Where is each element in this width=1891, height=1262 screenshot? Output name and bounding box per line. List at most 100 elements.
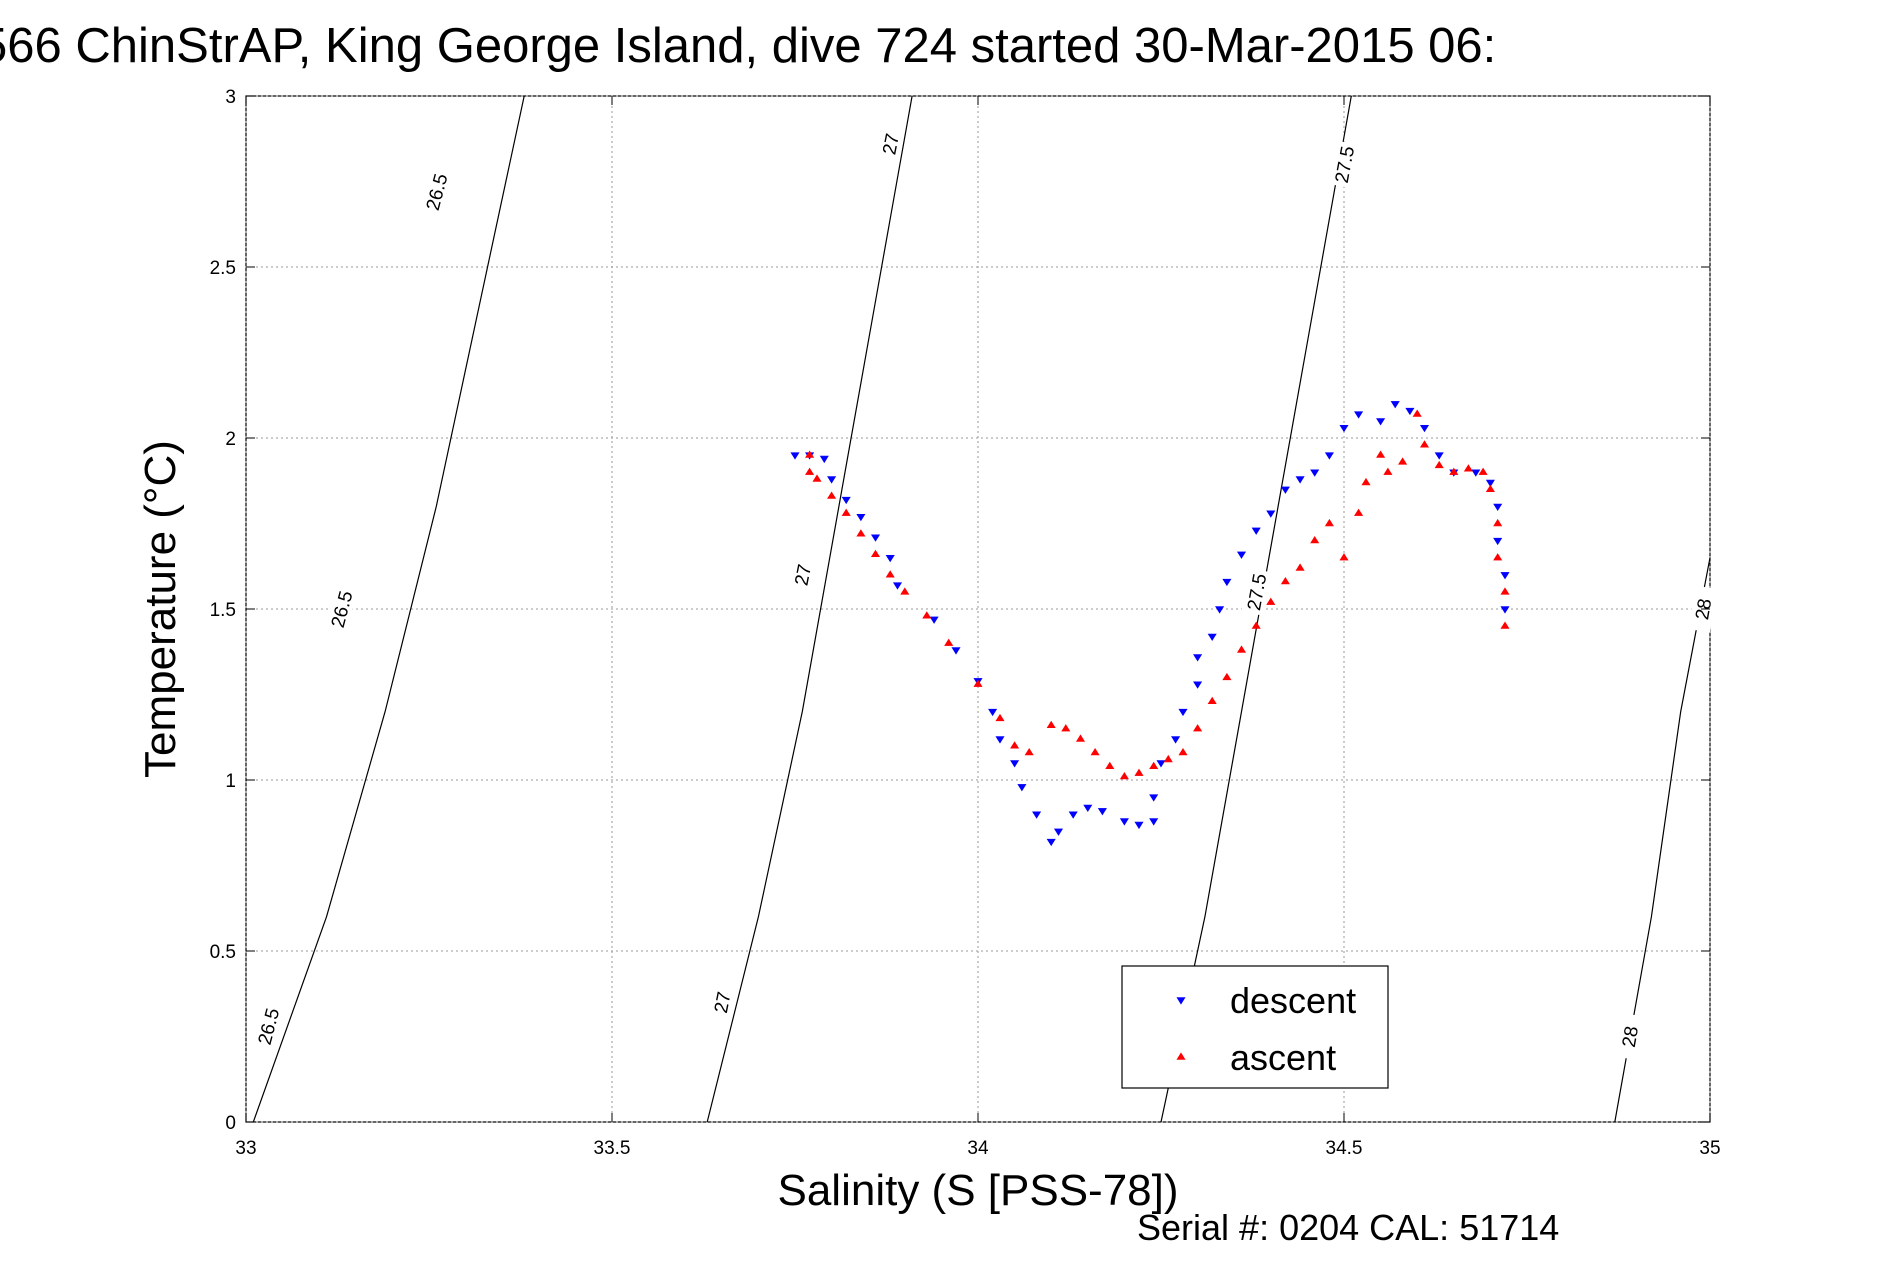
ascent-point [1046, 720, 1056, 729]
descent-point [1222, 578, 1232, 587]
ascent-point [1119, 772, 1129, 780]
ascent-point [827, 491, 837, 499]
ascent-point [1478, 467, 1488, 475]
contour-label-bg [1329, 140, 1359, 189]
descent-point [1280, 486, 1290, 494]
series-ascent [805, 409, 1510, 780]
ascent-point [1207, 696, 1217, 705]
ascent-point [1236, 645, 1247, 653]
ascent-point [1134, 768, 1144, 776]
contour-label: 27 [711, 990, 736, 1015]
ascent-point [1500, 587, 1510, 595]
ascent-point [885, 570, 895, 578]
ascent-point [1061, 724, 1071, 732]
ascent-point [1178, 748, 1188, 756]
descent-point [870, 534, 881, 542]
legend-marker-ascent [1176, 1052, 1186, 1060]
contour-line-27 [706, 95, 913, 1123]
contour-label-bg [420, 167, 453, 216]
y-axis-label: Temperature (°C) [136, 440, 185, 778]
y-axis-ticks: 0 0.5 1 1.5 2 2.5 3 [210, 87, 1710, 1134]
ascent-point [900, 587, 910, 595]
descent-point [1485, 479, 1495, 488]
ascent-point [1376, 450, 1386, 458]
ascent-point [1434, 460, 1444, 469]
legend-label-descent: descent [1230, 980, 1356, 1021]
contour-label-bg [787, 551, 818, 599]
contour-label-bg [1614, 1012, 1645, 1061]
ascent-point [1398, 457, 1408, 465]
descent-point [1500, 572, 1510, 580]
ascent-point [1251, 621, 1261, 629]
ascent-point [1075, 734, 1086, 742]
x-tick-label: 35 [1699, 1138, 1720, 1159]
x-axis-ticks: 33 33.5 34 34.5 35 [235, 96, 1721, 1159]
descent-point [1251, 527, 1261, 535]
ascent-point [944, 638, 954, 646]
descent-point [819, 455, 829, 464]
x-tick-label: 33 [235, 1138, 256, 1159]
descent-point [856, 513, 866, 522]
descent-point [1010, 760, 1020, 768]
contour-label-bg [875, 120, 906, 168]
descent-point [1419, 424, 1430, 433]
descent-point [1493, 537, 1503, 546]
ascent-point [1485, 484, 1495, 493]
descent-point [1354, 411, 1364, 419]
descent-point [1324, 452, 1334, 460]
ascent-point [1449, 467, 1459, 475]
descent-point [1236, 551, 1247, 559]
y-tick-label: 2.5 [210, 258, 236, 279]
descent-point [1097, 808, 1107, 816]
y-tick-label: 3 [225, 87, 236, 108]
ascent-point [1266, 597, 1276, 605]
descent-point [1493, 503, 1503, 511]
descent-point [951, 647, 961, 655]
descent-point [1215, 606, 1225, 614]
ascent-point [870, 549, 881, 558]
ascent-point [1105, 761, 1115, 770]
legend-marker-descent [1176, 997, 1186, 1005]
ascent-point [1222, 672, 1232, 681]
ascent-point [1493, 553, 1503, 561]
ascent-point [1010, 741, 1020, 749]
ascent-point [1024, 748, 1034, 756]
y-tick-label: 2 [225, 429, 236, 450]
ascent-point [841, 508, 851, 516]
x-axis-label: Salinity (S [PSS-78]) [777, 1166, 1178, 1215]
descent-point [1434, 452, 1444, 460]
ascent-point [1493, 518, 1503, 527]
descent-point [892, 582, 903, 590]
ascent-point [1090, 748, 1100, 756]
legend-label-ascent: ascent [1230, 1037, 1336, 1078]
ascent-point [805, 467, 815, 475]
descent-point [1149, 794, 1159, 802]
descent-point [1295, 476, 1305, 484]
ascent-point [1463, 464, 1473, 472]
ascent-point [1163, 754, 1173, 763]
ascent-point [1295, 563, 1305, 571]
descent-point [885, 554, 895, 563]
descent-point [1017, 784, 1027, 792]
legend-box [1121, 965, 1389, 1089]
ascent-point [812, 474, 822, 482]
descent-point [1193, 681, 1203, 689]
ascent-point [922, 611, 932, 619]
series-descent [790, 401, 1510, 847]
descent-point [790, 452, 800, 460]
descent-point [1083, 804, 1093, 812]
descent-point [1500, 606, 1510, 614]
descent-point [1119, 818, 1129, 826]
ascent-point [995, 713, 1005, 722]
ascent-point [973, 679, 983, 687]
y-tick-label: 1.5 [210, 600, 236, 621]
descent-point [1046, 838, 1056, 847]
y-tick-label: 0 [225, 1113, 236, 1134]
ascent-point [1324, 518, 1334, 527]
descent-point [1149, 818, 1159, 826]
descent-point [1390, 401, 1400, 409]
descent-point [1156, 760, 1166, 768]
descent-point [1471, 469, 1481, 477]
descent-point [1339, 424, 1349, 433]
